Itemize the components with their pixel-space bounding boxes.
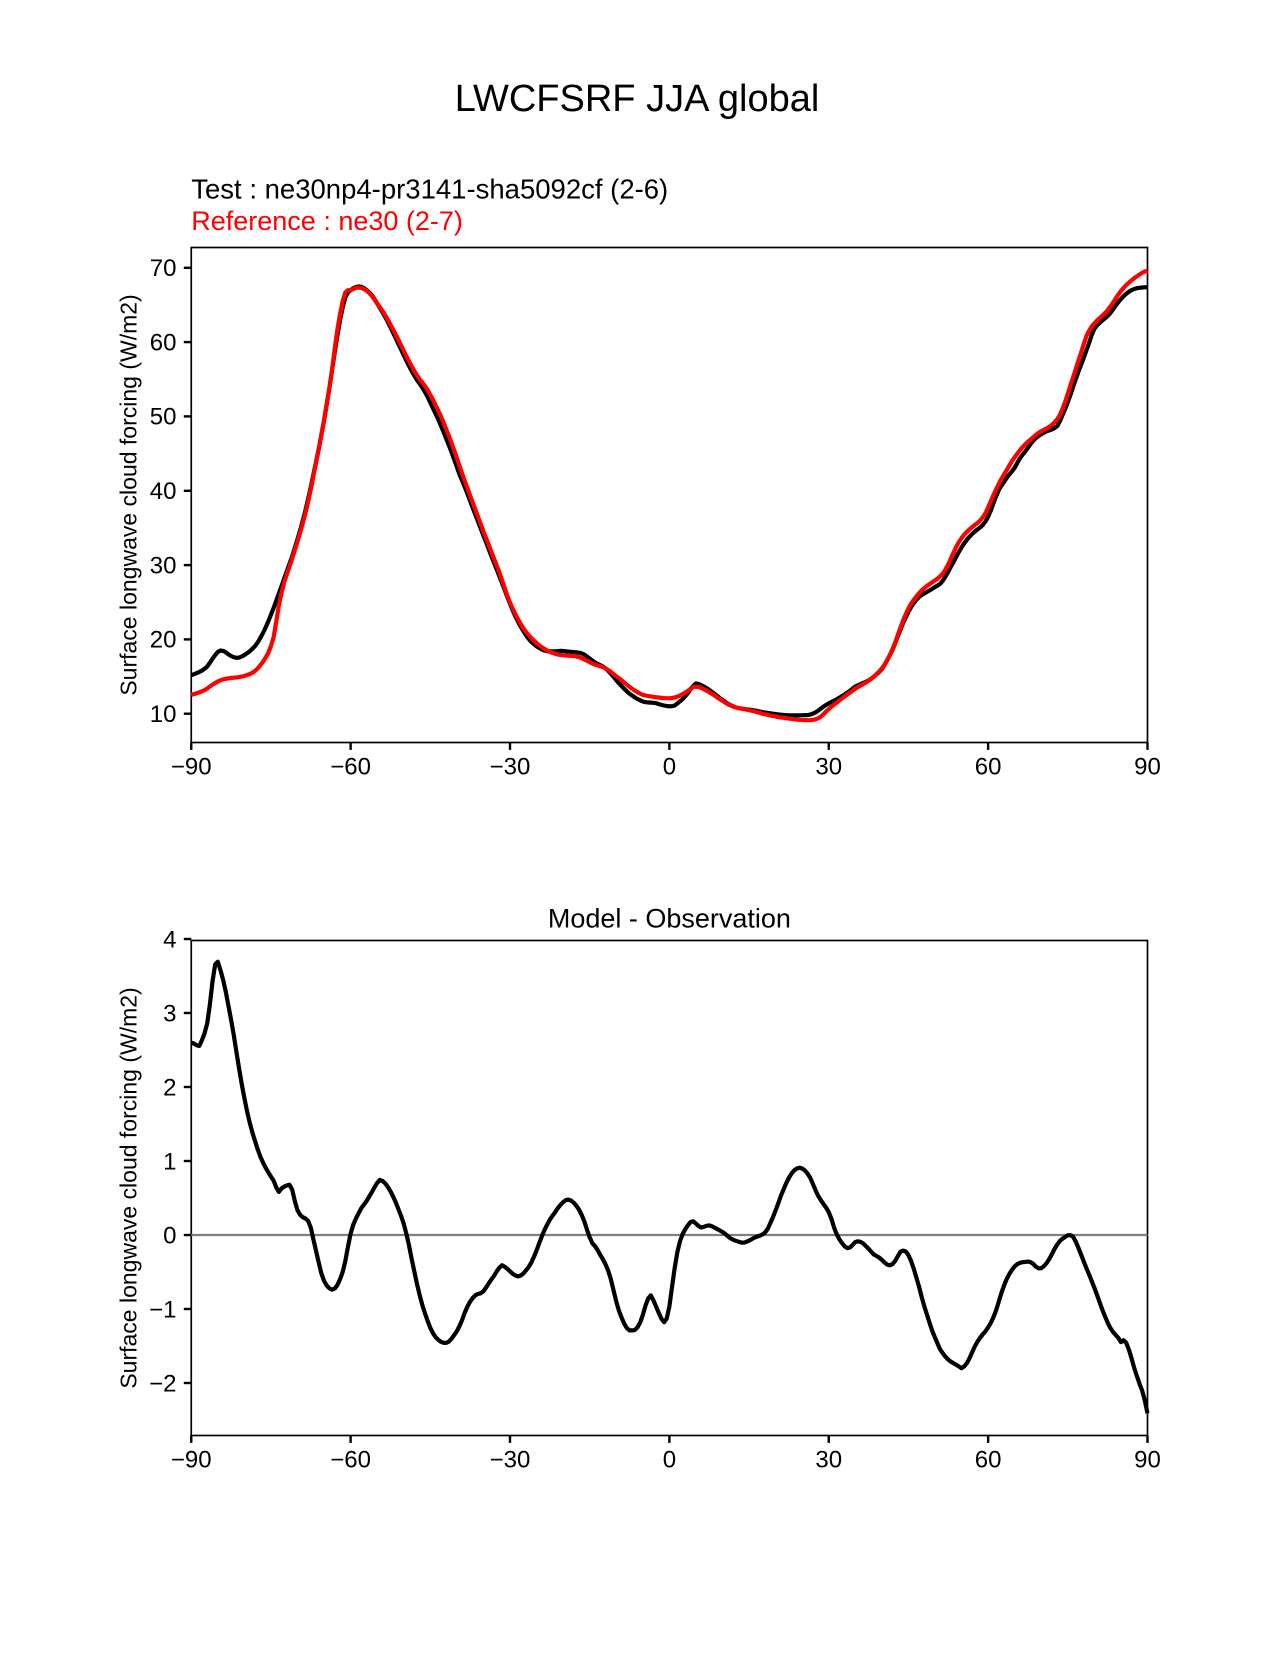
svg-text:2: 2 (163, 1074, 176, 1101)
svg-text:50: 50 (150, 404, 177, 431)
svg-text:4: 4 (163, 926, 176, 953)
svg-text:−30: −30 (490, 1447, 531, 1474)
svg-text:Surface longwave cloud forcing: Surface longwave cloud forcing (W/m2) (115, 294, 141, 695)
svg-text:90: 90 (1134, 754, 1161, 781)
svg-text:−1: −1 (149, 1296, 176, 1323)
svg-text:30: 30 (815, 1447, 842, 1474)
svg-text:−2: −2 (149, 1370, 176, 1397)
svg-text:60: 60 (150, 329, 177, 356)
svg-text:Reference : ne30 (2-7): Reference : ne30 (2-7) (191, 206, 463, 236)
svg-text:3: 3 (163, 1000, 176, 1027)
svg-text:0: 0 (663, 1447, 676, 1474)
svg-text:LWCFSRF JJA global: LWCFSRF JJA global (455, 78, 820, 120)
svg-text:0: 0 (163, 1222, 176, 1249)
svg-text:−60: −60 (330, 754, 371, 781)
svg-text:10: 10 (150, 701, 177, 728)
svg-text:−90: −90 (171, 1447, 212, 1474)
svg-text:70: 70 (150, 255, 177, 282)
svg-text:−60: −60 (330, 1447, 371, 1474)
svg-text:1: 1 (163, 1148, 176, 1175)
svg-text:90: 90 (1134, 1447, 1161, 1474)
svg-text:60: 60 (975, 1447, 1002, 1474)
svg-text:60: 60 (975, 754, 1002, 781)
svg-text:Surface longwave cloud forcing: Surface longwave cloud forcing (W/m2) (115, 987, 141, 1388)
svg-text:Test : ne30np4-pr3141-sha5092c: Test : ne30np4-pr3141-sha5092cf (2-6) (191, 173, 668, 204)
svg-text:−30: −30 (490, 754, 531, 781)
svg-text:−90: −90 (171, 754, 212, 781)
svg-text:30: 30 (150, 552, 177, 579)
svg-text:0: 0 (663, 754, 676, 781)
svg-text:20: 20 (150, 627, 177, 654)
svg-text:40: 40 (150, 478, 177, 505)
svg-text:Model - Observation: Model - Observation (548, 904, 791, 934)
svg-text:30: 30 (815, 754, 842, 781)
